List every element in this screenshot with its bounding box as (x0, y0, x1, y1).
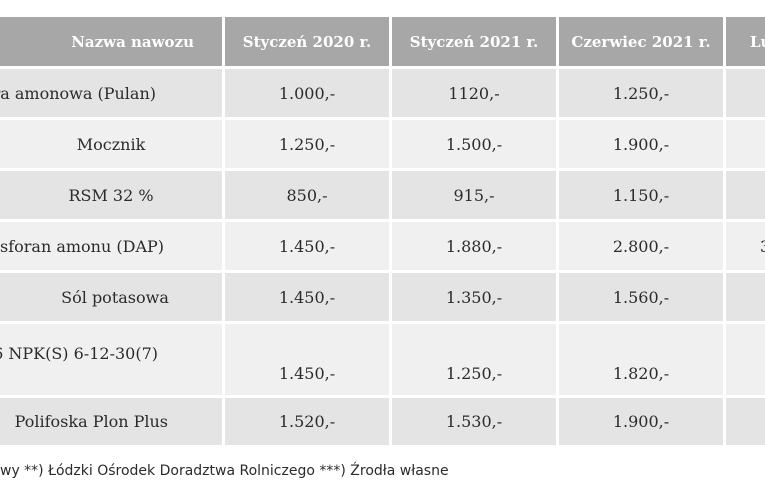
row-value: 1.530,- (392, 398, 556, 445)
row-name: RSM 32 % (0, 171, 222, 219)
row-value: 1.000,- (225, 69, 389, 117)
row-value: 3 (726, 222, 765, 270)
header-jan-2021: Styczeń 2021 r. (392, 17, 556, 66)
header-name: Nazwa nawozu (0, 17, 222, 66)
row-value (726, 324, 765, 395)
row-value: 1.900,- (559, 120, 723, 168)
row-name: Mocznik (0, 120, 222, 168)
row-name: Saletra amonowa (Pulan) (0, 69, 222, 117)
source-footnote: wy **) Łódzki Ośrodek Doradztwa Rolnicze… (0, 463, 449, 479)
row-value (726, 69, 765, 117)
row-value: 1.250,- (225, 120, 389, 168)
row-value: 915,- (392, 171, 556, 219)
row-value: 1.250,- (392, 324, 556, 395)
row-value: 1120,- (392, 69, 556, 117)
row-value: 1.560,- (559, 273, 723, 321)
row-value: 1.150,- (559, 171, 723, 219)
row-value: 1.450,- (225, 273, 389, 321)
row-value: 1.820,- (559, 324, 723, 395)
row-value: 1.250,- (559, 69, 723, 117)
header-partial: Lu (726, 17, 765, 66)
row-value: 2.800,- (559, 222, 723, 270)
row-value: 1.520,- (225, 398, 389, 445)
row-value: 1.880,- (392, 222, 556, 270)
row-value: 1.900,- (559, 398, 723, 445)
row-value: 850,- (225, 171, 389, 219)
row-value: 1.450,- (225, 222, 389, 270)
row-value: 1.450,- (225, 324, 389, 395)
header-jan-2020: Styczeń 2020 r. (225, 17, 389, 66)
row-name: Polifoska Plon Plus (0, 398, 222, 445)
row-value (726, 171, 765, 219)
row-name: Polifoska 6 NPK(S) 6-12-30(7) (0, 324, 222, 395)
row-value (726, 398, 765, 445)
row-value (726, 273, 765, 321)
row-value (726, 120, 765, 168)
row-value: 1.500,- (392, 120, 556, 168)
row-name: Fosforan amonu (DAP) (0, 222, 222, 270)
row-value: 1.350,- (392, 273, 556, 321)
header-jun-2021: Czerwiec 2021 r. (559, 17, 723, 66)
row-name: Sól potasowa (0, 273, 222, 321)
fertilizer-price-table: Nazwa nawozu Styczeń 2020 r. Styczeń 202… (0, 17, 765, 445)
